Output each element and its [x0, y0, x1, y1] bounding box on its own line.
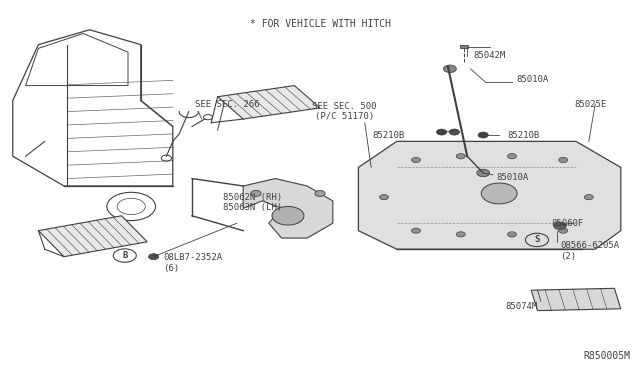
Circle shape — [477, 169, 490, 177]
Circle shape — [508, 232, 516, 237]
Circle shape — [559, 157, 568, 163]
Circle shape — [315, 190, 325, 196]
Circle shape — [444, 65, 456, 73]
Circle shape — [449, 129, 460, 135]
Polygon shape — [243, 179, 333, 238]
Circle shape — [508, 154, 516, 159]
Text: * FOR VEHICLE WITH HITCH: * FOR VEHICLE WITH HITCH — [250, 19, 390, 29]
Text: SEE SEC. 266: SEE SEC. 266 — [195, 100, 260, 109]
Circle shape — [148, 254, 159, 260]
Text: 85025E: 85025E — [574, 100, 606, 109]
Circle shape — [478, 132, 488, 138]
Circle shape — [412, 228, 420, 233]
Polygon shape — [358, 141, 621, 249]
Circle shape — [554, 222, 566, 230]
Text: R850005M: R850005M — [584, 351, 630, 361]
Circle shape — [412, 157, 420, 163]
Polygon shape — [218, 86, 320, 119]
Text: 08566-6205A
(2): 08566-6205A (2) — [560, 241, 619, 261]
Text: 08LB7-2352A
(6): 08LB7-2352A (6) — [163, 253, 222, 273]
Circle shape — [456, 154, 465, 159]
Polygon shape — [531, 288, 621, 311]
Polygon shape — [38, 216, 147, 257]
Text: 85010A: 85010A — [516, 76, 548, 84]
Circle shape — [380, 195, 388, 200]
Circle shape — [456, 232, 465, 237]
Circle shape — [481, 183, 517, 204]
Circle shape — [584, 195, 593, 200]
Text: 85074M: 85074M — [506, 302, 538, 311]
Bar — [460, 45, 468, 48]
Text: 85210B: 85210B — [373, 131, 405, 140]
Text: 85210B: 85210B — [508, 131, 540, 140]
Circle shape — [272, 206, 304, 225]
Text: 85042M: 85042M — [474, 51, 506, 60]
Text: 85062N (RH)
85063N (LH): 85062N (RH) 85063N (LH) — [223, 193, 282, 212]
Circle shape — [251, 190, 261, 196]
Text: 85010A: 85010A — [496, 173, 528, 182]
Text: 85060F: 85060F — [552, 219, 584, 228]
Circle shape — [436, 129, 447, 135]
Text: SEE SEC. 500
(P/C 51170): SEE SEC. 500 (P/C 51170) — [312, 102, 376, 121]
Text: B: B — [122, 251, 127, 260]
Circle shape — [559, 228, 568, 233]
Text: S: S — [534, 235, 540, 244]
